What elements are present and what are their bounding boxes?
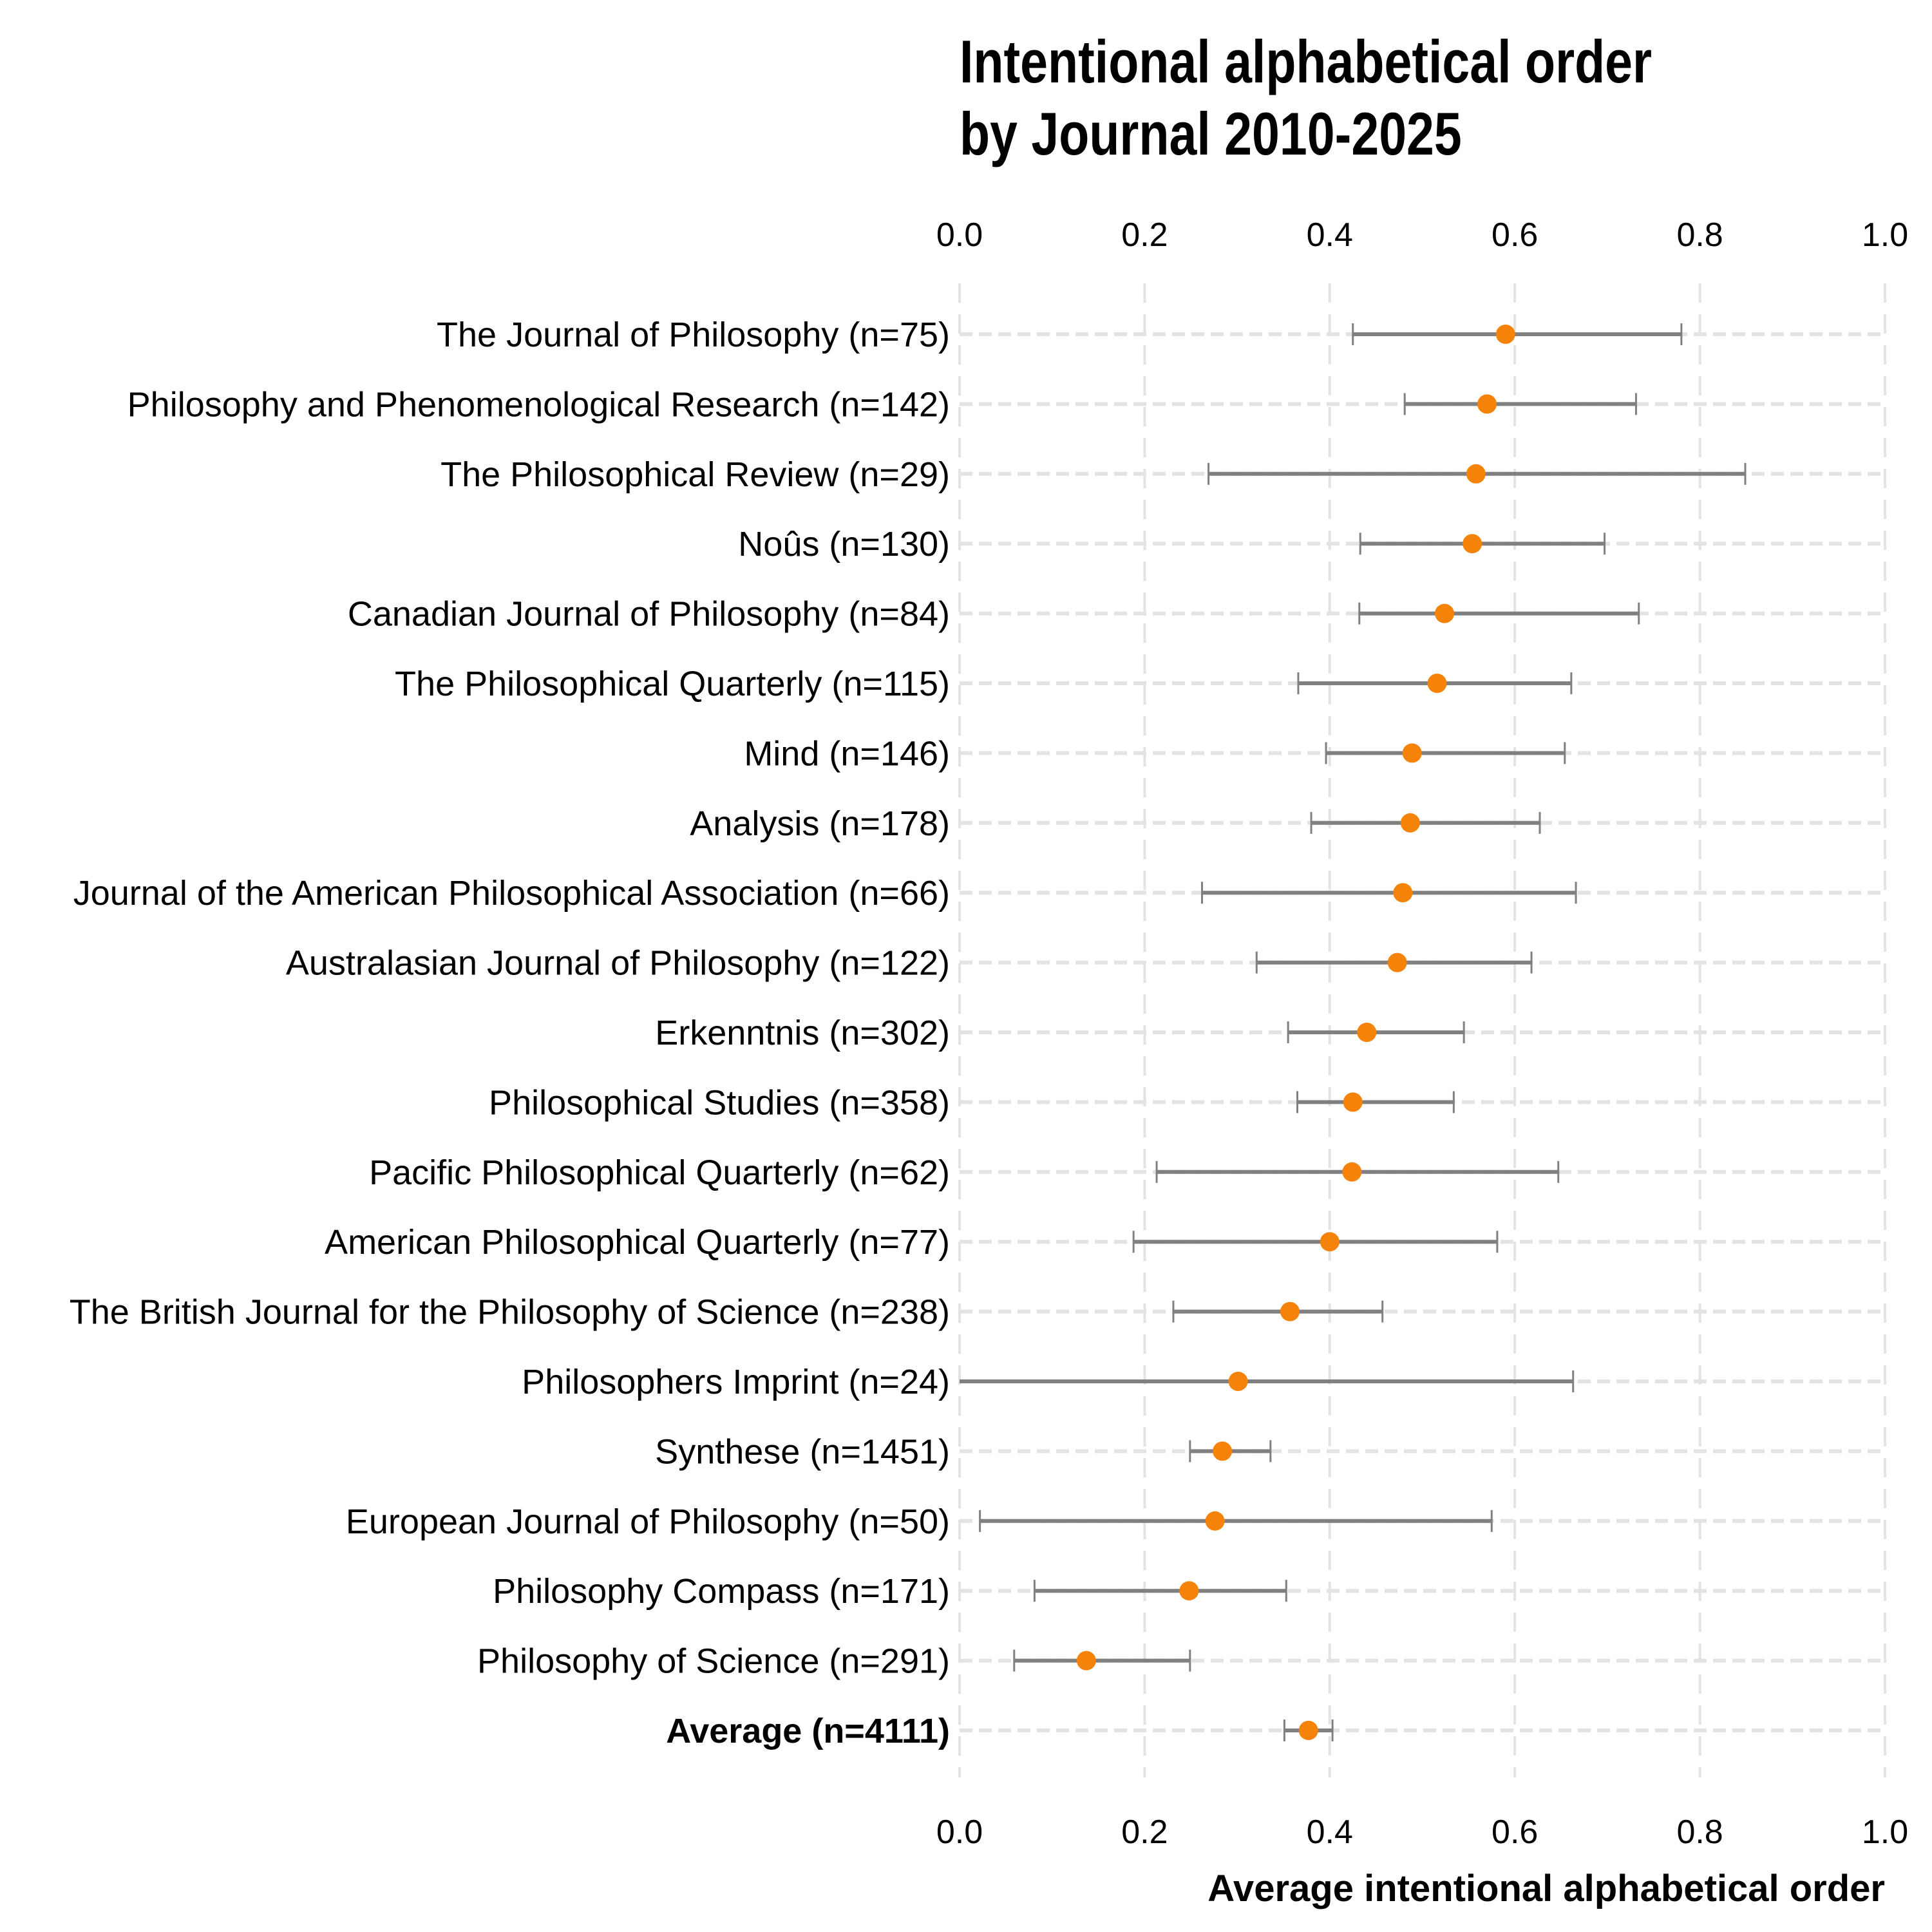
category-label: The Philosophical Quarterly (n=115) — [395, 665, 950, 703]
category-label: Analysis (n=178) — [690, 804, 950, 843]
data-point — [1387, 952, 1407, 972]
errorbar — [1310, 811, 1541, 834]
errorbar — [1132, 1231, 1499, 1253]
data-point — [1076, 1651, 1096, 1671]
points — [1076, 325, 1515, 1740]
data-point — [1402, 743, 1422, 763]
x-tick-label-bottom: 0.6 — [1492, 1814, 1538, 1851]
errorbar — [1358, 602, 1640, 625]
errorbar — [1352, 323, 1683, 345]
data-point — [1298, 1721, 1318, 1740]
category-label: Philosophy of Science (n=291) — [477, 1642, 950, 1681]
data-point — [1343, 1092, 1363, 1112]
errorbar — [1013, 1649, 1191, 1672]
errorbar — [1200, 882, 1577, 904]
x-tick-label-top: 0.2 — [1121, 216, 1168, 254]
errorbar — [1325, 742, 1566, 764]
x-tick-label-top: 0.4 — [1307, 216, 1353, 254]
x-tick-label-bottom: 1.0 — [1862, 1814, 1908, 1851]
errorbar — [1296, 1091, 1455, 1113]
category-label: Australasian Journal of Philosophy (n=12… — [286, 944, 950, 983]
category-label: The Philosophical Review (n=29) — [440, 455, 950, 494]
category-label: Philosophers Imprint (n=24) — [522, 1363, 950, 1401]
category-label: Pacific Philosophical Quarterly (n=62) — [369, 1153, 950, 1192]
category-label: Synthese (n=1451) — [655, 1432, 950, 1471]
errorbar — [979, 1510, 1493, 1532]
category-label: American Philosophical Quarterly (n=77) — [325, 1223, 950, 1262]
data-point — [1342, 1162, 1362, 1182]
x-tick-label-top: 0.0 — [936, 216, 983, 254]
data-point — [1477, 394, 1497, 414]
x-tick-label-bottom: 0.2 — [1121, 1814, 1168, 1851]
data-point — [1466, 464, 1486, 484]
data-point — [1357, 1023, 1377, 1042]
data-point — [1495, 325, 1515, 344]
x-tick-label-bottom: 0.4 — [1307, 1814, 1353, 1851]
x-axis-bottom-ticks: 0.0 0.2 0.4 0.6 0.8 1.0 — [936, 1814, 1908, 1851]
data-point — [1320, 1232, 1340, 1252]
data-point — [1228, 1372, 1248, 1391]
data-point — [1213, 1441, 1233, 1461]
x-axis-top-ticks: 0.0 0.2 0.4 0.6 0.8 1.0 — [936, 216, 1908, 254]
category-label: The Journal of Philosophy (n=75) — [437, 316, 950, 354]
x-tick-label-top: 0.8 — [1676, 216, 1723, 254]
x-tick-label-top: 0.6 — [1492, 216, 1538, 254]
data-point — [1393, 883, 1413, 903]
chart-title: Intentional alphabetical order by Journa… — [960, 26, 1652, 170]
category-label: European Journal of Philosophy (n=50) — [346, 1502, 950, 1541]
data-point — [1205, 1511, 1225, 1531]
errorbar — [1172, 1300, 1384, 1323]
category-label: Philosophy and Phenomenological Research… — [128, 385, 950, 424]
category-label: Philosophical Studies (n=358) — [489, 1083, 950, 1122]
errorbars — [960, 323, 1747, 1741]
category-label: Journal of the American Philosophical As… — [73, 874, 950, 913]
errorbar — [1359, 533, 1606, 555]
category-label: Average (n=4111) — [666, 1712, 950, 1750]
x-tick-label-top: 1.0 — [1862, 216, 1908, 254]
errorbar — [960, 1370, 1575, 1392]
category-label: The British Journal for the Philosophy o… — [70, 1293, 950, 1332]
x-axis-label: Average intentional alphabetical order — [1208, 1868, 1885, 1909]
data-point — [1463, 534, 1482, 554]
data-point — [1400, 813, 1420, 833]
chart-title-line-1: Intentional alphabetical order — [960, 28, 1653, 95]
data-point — [1434, 603, 1454, 623]
errorbar — [1033, 1580, 1287, 1602]
errorbar — [1403, 393, 1637, 415]
x-tick-label-bottom: 0.8 — [1676, 1814, 1723, 1851]
category-label: Canadian Journal of Philosophy (n=84) — [348, 595, 950, 634]
data-point — [1280, 1302, 1300, 1321]
category-label: Noûs (n=130) — [738, 525, 950, 564]
category-label: Erkenntnis (n=302) — [655, 1014, 950, 1052]
data-point — [1427, 674, 1447, 693]
x-tick-label-bottom: 0.0 — [936, 1814, 983, 1851]
chart-title-line-2: by Journal 2010-2025 — [960, 100, 1462, 167]
data-point — [1179, 1581, 1199, 1601]
category-label: Mind (n=146) — [744, 734, 950, 773]
category-label: Philosophy Compass (n=171) — [493, 1572, 950, 1611]
y-axis-category-labels: The Journal of Philosophy (n=75) Philosop… — [70, 316, 950, 1750]
